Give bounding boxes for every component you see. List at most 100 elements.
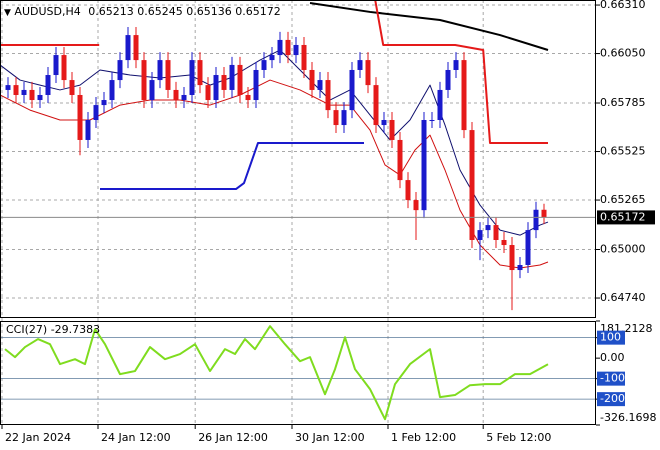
candle-body bbox=[389, 119, 395, 140]
last-price-label: 0.65172 bbox=[600, 210, 646, 223]
high-value: 0.65245 bbox=[137, 5, 183, 18]
candle-body bbox=[133, 35, 139, 61]
candle-body bbox=[181, 94, 187, 101]
y-tick-label: -200 bbox=[600, 392, 625, 405]
candle-body bbox=[445, 69, 451, 90]
candle-body bbox=[77, 94, 83, 140]
candle-body bbox=[333, 110, 339, 126]
candle-body bbox=[109, 80, 115, 101]
candle-body bbox=[61, 55, 67, 81]
y-tick-label: 0.66050 bbox=[600, 47, 646, 60]
cci-title: CCI(27) bbox=[6, 323, 47, 336]
candle-body bbox=[293, 44, 299, 56]
candle-body bbox=[117, 60, 123, 81]
y-tick-label: 100 bbox=[600, 331, 621, 344]
y-tick-label: -326.1698 bbox=[600, 411, 656, 424]
candle-body bbox=[245, 94, 251, 101]
candle-body bbox=[5, 85, 11, 90]
x-tick-label: 26 Jan 12:00 bbox=[198, 431, 268, 444]
last-price-box bbox=[597, 210, 655, 225]
candle-body bbox=[261, 60, 267, 70]
candle-body bbox=[53, 55, 59, 76]
candle-body bbox=[413, 200, 419, 211]
candle-body bbox=[517, 265, 523, 271]
candle-body bbox=[69, 80, 75, 95]
candle-body bbox=[149, 80, 155, 101]
candle-body bbox=[317, 80, 323, 90]
candle-body bbox=[405, 180, 411, 201]
level-box bbox=[597, 371, 625, 386]
open-value: 0.65213 bbox=[88, 5, 134, 18]
candle-body bbox=[501, 239, 507, 246]
y-tick-label: 0.66310 bbox=[600, 0, 646, 11]
candle-body bbox=[45, 75, 51, 95]
symbol: AUDUSD,H4 bbox=[14, 5, 80, 18]
candle-body bbox=[205, 85, 211, 101]
candle-body bbox=[285, 39, 291, 56]
candle-body bbox=[253, 69, 259, 101]
candle-body bbox=[341, 110, 347, 126]
y-tick-label: 0.65000 bbox=[600, 243, 646, 256]
x-tick-label: 1 Feb 12:00 bbox=[391, 431, 456, 444]
candle-body bbox=[373, 85, 379, 126]
close-value: 0.65172 bbox=[235, 5, 281, 18]
cci-value: -29.7383 bbox=[51, 323, 100, 336]
level-box bbox=[597, 392, 625, 407]
candle-body bbox=[309, 69, 315, 90]
y-tick-label: 0.65785 bbox=[600, 96, 646, 109]
candle-body bbox=[301, 44, 307, 70]
candle-body bbox=[421, 119, 427, 211]
candle-body bbox=[101, 100, 107, 106]
candle-body bbox=[365, 60, 371, 86]
candle-body bbox=[325, 80, 331, 111]
candle-body bbox=[157, 60, 163, 81]
candle-body bbox=[469, 130, 475, 240]
candle-body bbox=[437, 89, 443, 120]
candle-body bbox=[533, 209, 539, 231]
overlay: ▼ AUDUSD,H4 0.65213 0.65245 0.65136 0.65… bbox=[4, 5, 281, 336]
candle-body bbox=[429, 119, 435, 121]
x-tick-label: 30 Jan 12:00 bbox=[295, 431, 365, 444]
y-tick-label: -100 bbox=[600, 372, 625, 385]
candle-body bbox=[277, 39, 283, 56]
candle-body bbox=[125, 35, 131, 61]
candle-body bbox=[197, 60, 203, 86]
indicator-line bbox=[309, 2, 549, 51]
candle-body bbox=[269, 55, 275, 61]
indicator-line bbox=[100, 141, 364, 191]
price-panel: 0.66310 0.66050 0.65785 0.65525 0.65265 0.650… bbox=[0, 0, 655, 444]
menu-icon: ▼ bbox=[4, 8, 11, 18]
candle-body bbox=[21, 89, 27, 95]
y-tick-label: 0.65265 bbox=[600, 193, 646, 206]
candle-body bbox=[525, 230, 531, 265]
candle-body bbox=[493, 225, 499, 240]
candle-body bbox=[477, 230, 483, 240]
candle-body bbox=[85, 119, 91, 140]
candle-body bbox=[485, 225, 491, 231]
candle-body bbox=[13, 85, 19, 95]
low-value: 0.65136 bbox=[186, 5, 232, 18]
candle-body bbox=[381, 119, 387, 126]
y-tick-label: 0.64740 bbox=[600, 291, 646, 304]
candle-body bbox=[221, 75, 227, 90]
indicator-lines bbox=[0, 0, 549, 311]
x-tick-label: 22 Jan 2024 bbox=[5, 431, 71, 444]
level-box bbox=[597, 330, 625, 345]
candle-body bbox=[229, 64, 235, 90]
candle-body bbox=[509, 245, 515, 271]
candle-body bbox=[349, 69, 355, 111]
candle-body bbox=[397, 139, 403, 181]
x-tick-label: 24 Jan 12:00 bbox=[101, 431, 171, 444]
panel-border bbox=[0, 0, 596, 318]
x-tick-label: 5 Feb 12:00 bbox=[486, 431, 551, 444]
candle-body bbox=[165, 60, 171, 90]
candle-body bbox=[357, 60, 363, 70]
candle-body bbox=[189, 60, 195, 95]
candle-body bbox=[141, 60, 147, 101]
cci-header: CCI(27) -29.7383 bbox=[6, 323, 100, 336]
y-tick-label: 0.65525 bbox=[600, 145, 646, 158]
